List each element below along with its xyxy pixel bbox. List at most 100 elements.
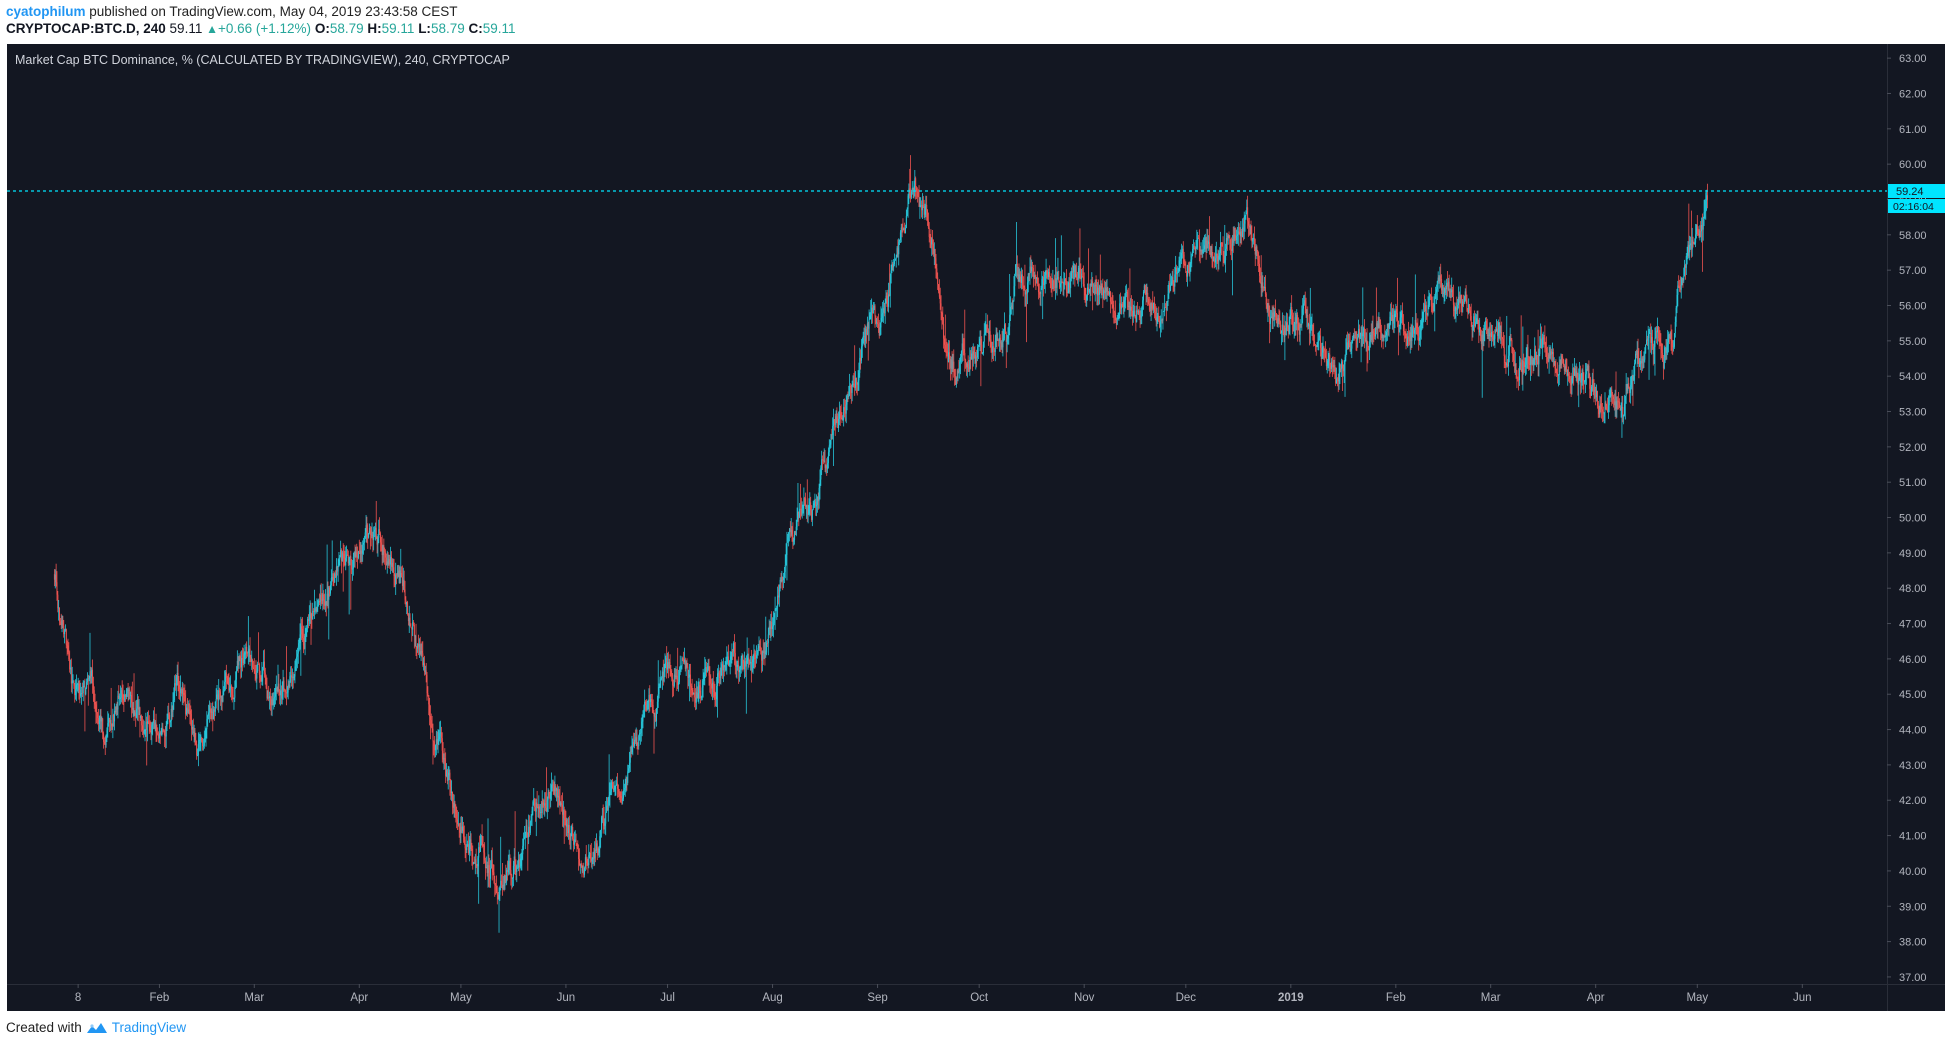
candle	[937, 272, 939, 290]
candle	[529, 820, 531, 836]
candle	[1528, 356, 1530, 371]
candle	[648, 688, 650, 713]
candle	[167, 705, 169, 725]
candle	[170, 702, 172, 728]
candle	[993, 334, 995, 362]
candle	[87, 674, 89, 706]
candle	[585, 845, 587, 870]
candle	[296, 647, 298, 669]
candle	[1698, 229, 1700, 239]
candle	[1234, 227, 1236, 241]
candle	[1667, 330, 1669, 356]
candle	[1179, 252, 1181, 272]
candle	[147, 711, 149, 742]
candle	[1305, 297, 1307, 318]
candle	[1029, 257, 1031, 285]
candle	[833, 419, 835, 431]
candle	[147, 710, 149, 725]
candle	[1455, 302, 1457, 323]
y-tick-label: 55.00	[1899, 336, 1927, 348]
candle	[925, 195, 927, 218]
candle	[1408, 330, 1410, 346]
candle	[1239, 227, 1241, 247]
candle	[311, 613, 313, 629]
candle	[1349, 332, 1351, 352]
candle	[474, 853, 476, 875]
candle	[1281, 312, 1283, 343]
candle	[363, 537, 365, 555]
candle	[844, 398, 846, 418]
candle	[532, 800, 534, 816]
y-tick-label: 51.00	[1899, 477, 1927, 489]
candle	[482, 836, 484, 847]
candle	[772, 617, 774, 636]
candle	[215, 688, 217, 709]
candle	[1400, 305, 1402, 330]
candle	[605, 801, 607, 836]
candle	[1494, 329, 1496, 349]
chart-panel[interactable]: 37.00 38.00 39.00 40.00 41.00 42.00 43.00 44.00…	[7, 44, 1945, 1011]
candle	[347, 550, 349, 566]
candle	[1231, 235, 1233, 296]
candle	[254, 664, 256, 681]
candle	[673, 667, 675, 688]
candle	[544, 792, 546, 817]
candle	[1149, 298, 1151, 317]
candle	[1629, 386, 1631, 403]
candle	[1288, 316, 1290, 335]
candle	[577, 840, 579, 850]
candle	[104, 735, 106, 755]
candle	[1300, 323, 1302, 328]
candle	[1070, 267, 1072, 282]
candle	[711, 678, 713, 701]
candle	[840, 404, 842, 420]
candle	[202, 737, 204, 751]
price-chart[interactable]: 37.0038.0039.0040.0041.0042.0043.0044.00…	[7, 44, 1945, 1011]
candle	[488, 854, 490, 887]
candle	[1413, 327, 1415, 345]
candle	[914, 170, 916, 197]
candle	[1655, 326, 1657, 339]
candle	[506, 860, 508, 881]
candle	[835, 410, 837, 428]
candle	[1298, 322, 1300, 342]
candle	[570, 825, 572, 850]
candle	[1101, 283, 1103, 296]
candle	[447, 765, 449, 790]
candle	[828, 439, 830, 457]
candle	[1303, 295, 1305, 315]
candle	[938, 283, 940, 294]
candle	[127, 683, 129, 702]
candle	[197, 732, 199, 767]
candle	[1631, 369, 1633, 396]
candle	[829, 439, 831, 450]
x-tick-label: Mar	[244, 992, 264, 1004]
candle	[795, 519, 797, 537]
candle	[642, 710, 644, 729]
candle	[326, 544, 328, 607]
candle	[1160, 309, 1162, 333]
candle	[59, 617, 61, 626]
candle	[1320, 342, 1322, 366]
candle	[1135, 314, 1137, 332]
candle	[1640, 351, 1642, 371]
candle	[1141, 306, 1143, 325]
candle	[356, 543, 358, 562]
candle	[1244, 214, 1246, 232]
author-link[interactable]: cyatophilum	[6, 4, 86, 19]
candle	[553, 781, 555, 795]
candle	[1153, 296, 1155, 319]
candle	[1513, 349, 1515, 373]
candle	[1391, 302, 1393, 322]
candle	[1499, 316, 1501, 341]
candle	[629, 746, 631, 773]
candle	[1061, 278, 1063, 283]
candle	[1324, 348, 1326, 363]
candle	[224, 670, 226, 692]
candle	[1353, 328, 1355, 341]
candle	[1673, 333, 1675, 349]
candle	[341, 550, 343, 562]
candle	[832, 417, 834, 440]
candle	[1563, 363, 1565, 375]
tradingview-link[interactable]: TradingView	[111, 1020, 187, 1035]
